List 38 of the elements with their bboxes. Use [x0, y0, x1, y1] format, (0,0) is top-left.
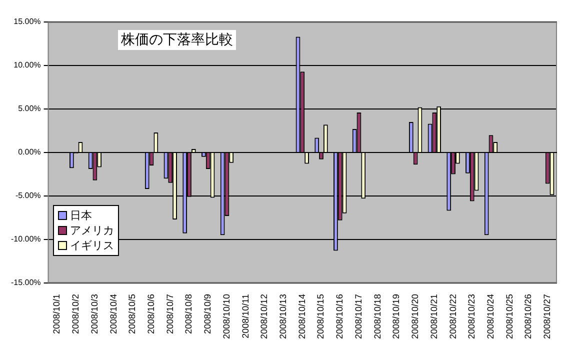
text: 株価の下落率比較 [118, 30, 236, 50]
x-tick-label: 2008/10/22 [448, 294, 458, 340]
y-tick-label: 10.00% [14, 60, 41, 70]
x-tick-label: 2008/10/18 [372, 294, 382, 340]
x-tick-label: 2008/10/26 [523, 294, 534, 340]
x-tick-label: 2008/10/14 [296, 294, 307, 340]
x-tick-label: 2008/10/5 [127, 294, 138, 334]
y-tick-label: 0.00% [18, 148, 41, 157]
x-tick-label: 2008/10/16 [334, 294, 345, 340]
x-tick-label: 2008/10/24 [485, 294, 496, 340]
x-tick-label: 2008/10/2 [70, 294, 81, 334]
x-tick-label: 2008/10/8 [184, 294, 194, 334]
x-tick-label: 2008/10/23 [466, 294, 477, 340]
x-tick-label: 2008/10/21 [428, 294, 439, 340]
x-tick-label: 2008/10/12 [259, 294, 270, 340]
y-tick-label: -10.00% [11, 234, 41, 244]
x-tick-label: 2008/10/25 [504, 294, 514, 340]
x-tick-label: 2008/10/3 [89, 294, 100, 334]
x-tick-label: 2008/10/27 [542, 294, 552, 340]
y-tick-label: 5.00% [18, 104, 41, 114]
y-tick-label: -15.00% [11, 278, 41, 288]
legend-label: イギリス [70, 238, 114, 253]
x-tick-label: 2008/10/1 [52, 294, 62, 334]
x-tick-label: 2008/10/7 [164, 294, 175, 334]
x-tick-label: 2008/10/20 [410, 294, 420, 340]
x-tick-label: 2008/10/4 [108, 294, 118, 334]
x-tick-label: 2008/10/11 [240, 294, 250, 338]
y-tick-label: -5.00% [15, 191, 41, 200]
y-tick-label: 15.00% [14, 17, 41, 26]
x-tick-label: 2008/10/17 [353, 294, 364, 340]
x-tick-label: 2008/10/6 [146, 294, 156, 334]
x-tick-label: 2008/10/19 [391, 294, 402, 340]
x-tick-label: 2008/10/9 [202, 294, 213, 334]
legend-label: 日本 [70, 208, 92, 223]
x-tick-label: 2008/10/15 [316, 294, 326, 340]
x-tick-label: 2008/10/13 [278, 294, 288, 340]
legend-label: アメリカ [70, 222, 114, 238]
x-tick-label: 2008/10/10 [221, 294, 232, 340]
